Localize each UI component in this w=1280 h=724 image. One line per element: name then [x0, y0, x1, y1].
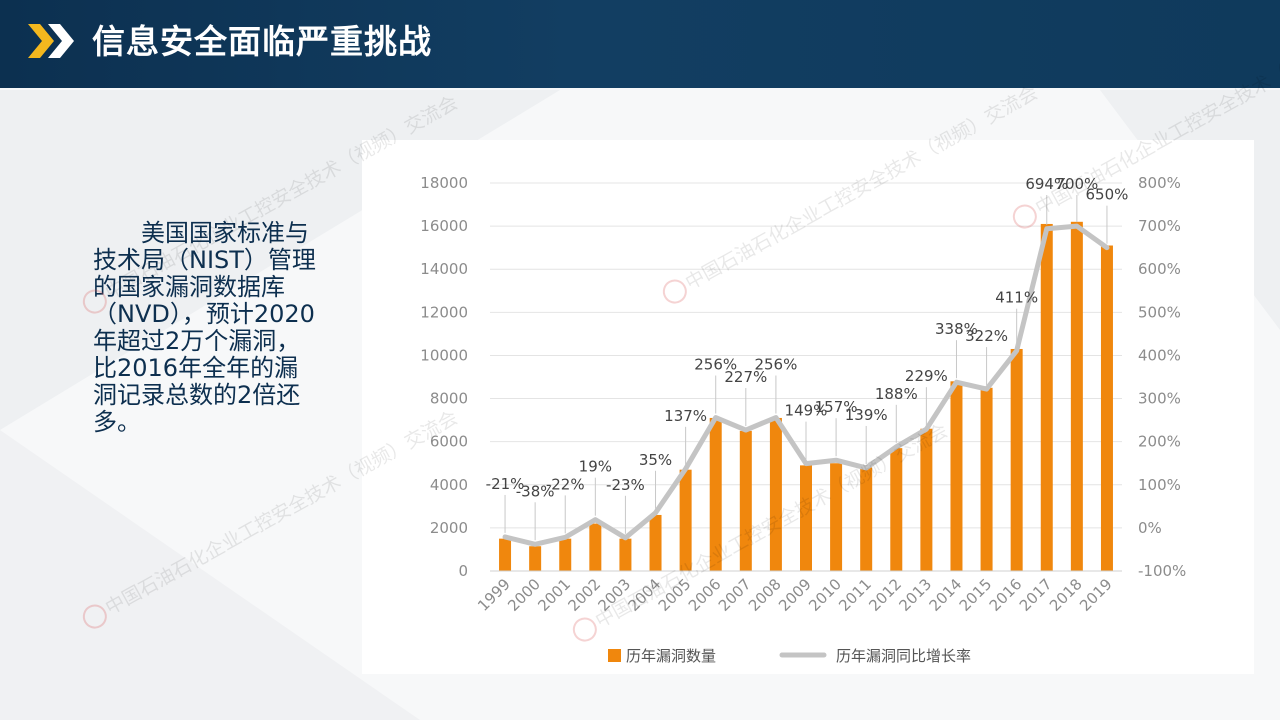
bar-2007: [739, 430, 752, 571]
data-label: 139%: [845, 406, 888, 424]
right-tick-label: 500%: [1138, 303, 1181, 321]
data-label: 700%: [1055, 175, 1098, 193]
vulnerability-chart: 0 2000 4000 6000 8000 10000 12000 14000 16000 180…: [420, 174, 1186, 665]
right-tick-label: 700%: [1138, 217, 1181, 235]
left-tick-label: 18000: [420, 174, 468, 192]
right-tick-label: 200%: [1138, 433, 1181, 451]
x-tick-label: 2018: [1046, 575, 1086, 615]
x-tick-label: 2004: [625, 575, 665, 615]
right-tick-label: -100%: [1138, 562, 1186, 580]
right-tick-label: 100%: [1138, 476, 1181, 494]
bar-2001: [559, 538, 572, 571]
data-label: 35%: [639, 451, 672, 469]
left-tick-label: 4000: [430, 476, 468, 494]
left-tick-label: 6000: [430, 433, 468, 451]
x-axis: 1999200020012002200320042005200620072008…: [474, 570, 1122, 615]
bar-2016: [1010, 348, 1023, 571]
x-tick-label: 2015: [956, 575, 996, 615]
bar-2015: [980, 387, 993, 571]
x-tick-label: 2008: [745, 575, 785, 615]
bar-series: [499, 221, 1113, 572]
x-tick-label: 2001: [534, 575, 574, 615]
bar-1999: [499, 538, 512, 571]
chart-legend: 历年漏洞数量 历年漏洞同比增长率: [608, 647, 971, 665]
left-tick-label: 10000: [420, 346, 468, 364]
data-label: 338%: [935, 320, 978, 338]
data-label: 229%: [905, 367, 948, 385]
data-label: 650%: [1086, 186, 1129, 204]
x-tick-label: 2012: [865, 575, 905, 615]
right-axis: -100% 0% 100% 200% 300% 400% 500% 600% 700% 800%: [1138, 174, 1186, 580]
data-label: 19%: [579, 458, 612, 476]
x-tick-label: 2013: [895, 575, 935, 615]
double-chevron-icon: [28, 24, 74, 58]
x-tick-label: 2003: [595, 575, 635, 615]
left-tick-label: 0: [458, 562, 468, 580]
x-tick-label: 2000: [504, 575, 544, 615]
bar-2019: [1100, 245, 1113, 571]
data-label: 256%: [694, 356, 737, 374]
bar-2002: [589, 523, 602, 571]
bar-2017: [1040, 223, 1053, 571]
right-tick-label: 0%: [1138, 519, 1162, 537]
bar-2000: [529, 546, 542, 571]
x-tick-label: 2007: [715, 575, 755, 615]
legend-bar-label: 历年漏洞数量: [626, 647, 716, 665]
bar-2004: [649, 514, 662, 571]
bar-2006: [709, 417, 722, 571]
bar-2012: [890, 448, 903, 571]
bar-2008: [769, 417, 782, 571]
bar-2005: [679, 469, 692, 571]
data-label: 188%: [875, 385, 918, 403]
right-tick-label: 800%: [1138, 174, 1181, 192]
right-tick-label: 300%: [1138, 390, 1181, 408]
page-title: 信息安全面临严重挑战: [92, 22, 432, 61]
data-labels: -21%-38%-22%19%-23% 35% 137% 256%227%256% 14…: [486, 175, 1129, 541]
x-tick-label: 2019: [1076, 575, 1116, 615]
x-tick-label: 2017: [1016, 575, 1056, 615]
x-tick-label: 1999: [474, 575, 514, 615]
x-tick-label: 2014: [926, 575, 966, 615]
right-tick-label: 600%: [1138, 260, 1181, 278]
left-tick-label: 8000: [430, 390, 468, 408]
bar-2011: [860, 467, 873, 571]
right-tick-label: 400%: [1138, 346, 1181, 364]
growth-rate-line: [502, 223, 1110, 547]
bar-2013: [920, 428, 933, 571]
data-label: 137%: [664, 407, 707, 425]
data-label: 256%: [754, 356, 797, 374]
left-tick-label: 2000: [430, 519, 468, 537]
bar-2018: [1070, 221, 1083, 572]
x-tick-label: 2006: [685, 575, 725, 615]
title-bar: 信息安全面临严重挑战: [0, 0, 1280, 88]
bar-2010: [830, 463, 843, 571]
x-tick-label: 2009: [775, 575, 815, 615]
left-tick-label: 14000: [420, 260, 468, 278]
data-label: 411%: [995, 289, 1038, 307]
left-tick-label: 12000: [420, 303, 468, 321]
data-label: 322%: [965, 327, 1008, 345]
data-label: 694%: [1025, 175, 1068, 193]
data-label: -38%: [516, 482, 555, 500]
x-tick-label: 2016: [986, 575, 1026, 615]
data-label: -23%: [606, 476, 645, 494]
data-label: 227%: [724, 368, 767, 386]
x-tick-label: 2005: [655, 575, 695, 615]
legend-bar-swatch: [608, 649, 621, 662]
left-axis: 0 2000 4000 6000 8000 10000 12000 14000 16000 180…: [420, 174, 468, 580]
legend-line-label: 历年漏洞同比增长率: [836, 647, 971, 665]
x-tick-label: 2010: [805, 575, 845, 615]
x-tick-label: 2011: [835, 575, 875, 615]
data-label: -22%: [546, 475, 585, 493]
bar-2014: [950, 381, 963, 571]
data-label: -21%: [486, 475, 525, 493]
line-series: [502, 223, 1110, 547]
left-tick-label: 16000: [420, 217, 468, 235]
bar-2009: [800, 465, 812, 571]
x-tick-label: 2002: [564, 575, 604, 615]
data-label: 157%: [815, 398, 858, 416]
description-text: 美国国家标准与技术局（NIST）管理的国家漏洞数据库（NVD），预计2020年超…: [93, 219, 316, 436]
bar-2003: [619, 538, 632, 571]
data-label: 149%: [785, 402, 828, 420]
